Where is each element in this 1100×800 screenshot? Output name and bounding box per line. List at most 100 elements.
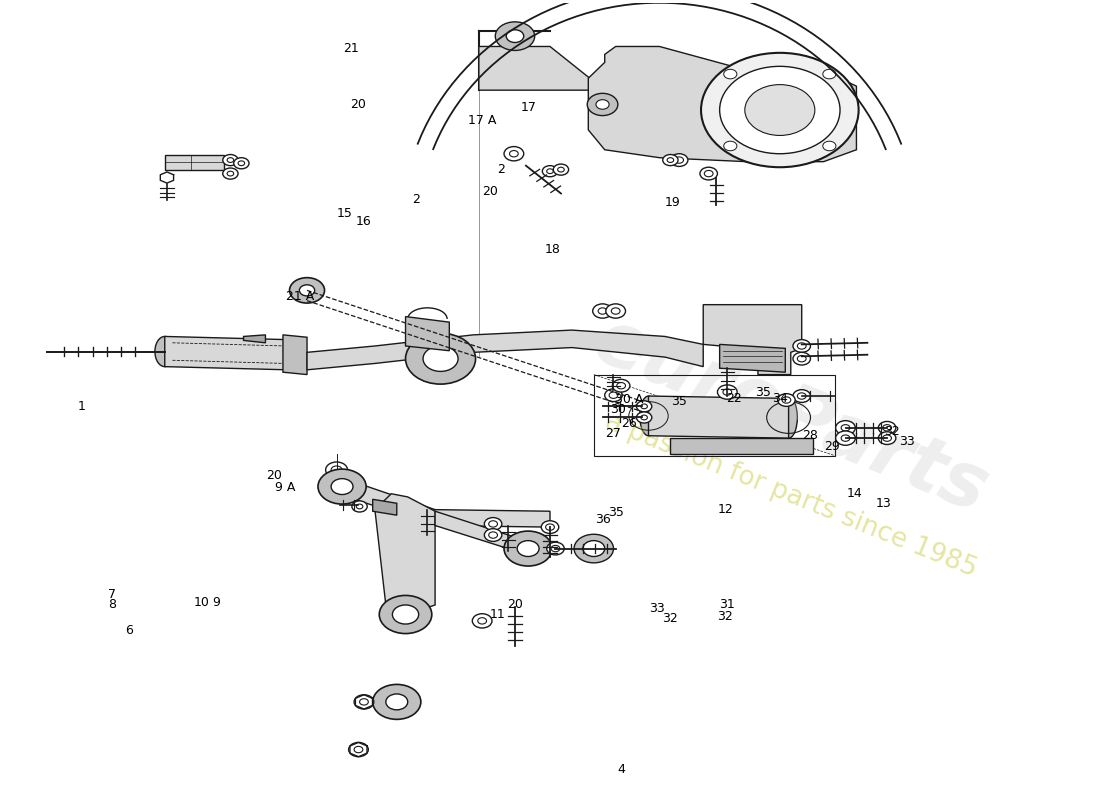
Circle shape bbox=[823, 70, 836, 79]
Text: 16: 16 bbox=[356, 214, 372, 228]
Circle shape bbox=[674, 157, 683, 163]
Circle shape bbox=[223, 154, 238, 166]
Polygon shape bbox=[703, 305, 802, 374]
Circle shape bbox=[667, 158, 673, 162]
Circle shape bbox=[700, 167, 717, 180]
Circle shape bbox=[612, 308, 620, 314]
Text: 20: 20 bbox=[507, 598, 522, 611]
Circle shape bbox=[882, 425, 891, 431]
Text: 17 A: 17 A bbox=[468, 114, 496, 127]
Text: 10: 10 bbox=[194, 596, 210, 609]
Circle shape bbox=[356, 504, 363, 509]
Circle shape bbox=[793, 340, 811, 352]
Polygon shape bbox=[165, 337, 287, 370]
Circle shape bbox=[637, 401, 652, 412]
Ellipse shape bbox=[780, 397, 798, 438]
Circle shape bbox=[662, 154, 678, 166]
Circle shape bbox=[354, 746, 363, 753]
Circle shape bbox=[547, 542, 564, 555]
Circle shape bbox=[227, 171, 233, 176]
Circle shape bbox=[488, 532, 497, 538]
Circle shape bbox=[701, 53, 859, 167]
Circle shape bbox=[596, 100, 609, 110]
Circle shape bbox=[424, 346, 458, 371]
Circle shape bbox=[793, 352, 811, 365]
Text: 2: 2 bbox=[497, 163, 505, 176]
Text: 35: 35 bbox=[671, 395, 688, 408]
Text: 20: 20 bbox=[351, 98, 366, 111]
Circle shape bbox=[836, 431, 856, 446]
Circle shape bbox=[223, 168, 238, 179]
Polygon shape bbox=[719, 344, 785, 372]
Circle shape bbox=[637, 412, 652, 423]
Circle shape bbox=[587, 94, 618, 115]
Text: 8: 8 bbox=[108, 598, 117, 610]
Text: 13: 13 bbox=[876, 497, 892, 510]
Polygon shape bbox=[436, 511, 528, 555]
Circle shape bbox=[798, 342, 806, 349]
Text: 32: 32 bbox=[883, 426, 900, 438]
Circle shape bbox=[386, 694, 408, 710]
Circle shape bbox=[477, 618, 486, 624]
Circle shape bbox=[546, 524, 554, 530]
Circle shape bbox=[318, 469, 366, 504]
Circle shape bbox=[373, 685, 421, 719]
Polygon shape bbox=[670, 438, 813, 454]
Circle shape bbox=[842, 425, 850, 431]
Polygon shape bbox=[375, 494, 436, 610]
Text: 35: 35 bbox=[607, 506, 624, 519]
Polygon shape bbox=[406, 317, 449, 350]
Circle shape bbox=[541, 521, 559, 534]
Circle shape bbox=[717, 385, 737, 399]
Circle shape bbox=[778, 394, 795, 406]
Circle shape bbox=[605, 389, 623, 402]
Text: 20: 20 bbox=[266, 469, 282, 482]
Text: 33: 33 bbox=[899, 435, 915, 448]
Text: 9: 9 bbox=[212, 596, 220, 609]
Text: 21: 21 bbox=[343, 42, 359, 55]
Circle shape bbox=[406, 334, 475, 384]
Text: 27: 27 bbox=[605, 427, 621, 440]
Text: 20: 20 bbox=[482, 186, 497, 198]
Circle shape bbox=[574, 534, 614, 563]
Text: 22: 22 bbox=[726, 392, 741, 405]
Circle shape bbox=[609, 392, 618, 398]
Circle shape bbox=[598, 308, 607, 314]
Circle shape bbox=[782, 397, 791, 403]
Polygon shape bbox=[649, 396, 789, 438]
Circle shape bbox=[558, 167, 564, 172]
Text: euroParts: euroParts bbox=[583, 303, 999, 529]
Circle shape bbox=[793, 390, 811, 402]
Circle shape bbox=[823, 142, 836, 150]
Ellipse shape bbox=[155, 337, 175, 366]
Text: 21 A: 21 A bbox=[286, 290, 315, 303]
Text: 19: 19 bbox=[664, 197, 681, 210]
Circle shape bbox=[393, 605, 419, 624]
Circle shape bbox=[506, 30, 524, 42]
Circle shape bbox=[352, 501, 367, 512]
Circle shape bbox=[606, 304, 626, 318]
Circle shape bbox=[517, 541, 539, 557]
Circle shape bbox=[331, 478, 353, 494]
Circle shape bbox=[379, 595, 432, 634]
Circle shape bbox=[641, 415, 648, 420]
Circle shape bbox=[484, 529, 502, 542]
Text: 32: 32 bbox=[662, 612, 679, 625]
Polygon shape bbox=[243, 335, 265, 342]
Circle shape bbox=[349, 742, 368, 757]
Text: 34: 34 bbox=[772, 392, 788, 405]
Circle shape bbox=[551, 546, 560, 552]
Circle shape bbox=[798, 393, 806, 399]
Circle shape bbox=[326, 462, 348, 478]
Ellipse shape bbox=[640, 396, 658, 436]
Polygon shape bbox=[283, 335, 307, 374]
Circle shape bbox=[233, 158, 249, 169]
Text: 32: 32 bbox=[717, 610, 733, 622]
Text: 7: 7 bbox=[108, 588, 117, 601]
Text: 26: 26 bbox=[620, 418, 637, 430]
Circle shape bbox=[724, 142, 737, 150]
Circle shape bbox=[488, 521, 497, 527]
Text: 30: 30 bbox=[609, 403, 626, 416]
Circle shape bbox=[553, 164, 569, 175]
Circle shape bbox=[238, 161, 244, 166]
